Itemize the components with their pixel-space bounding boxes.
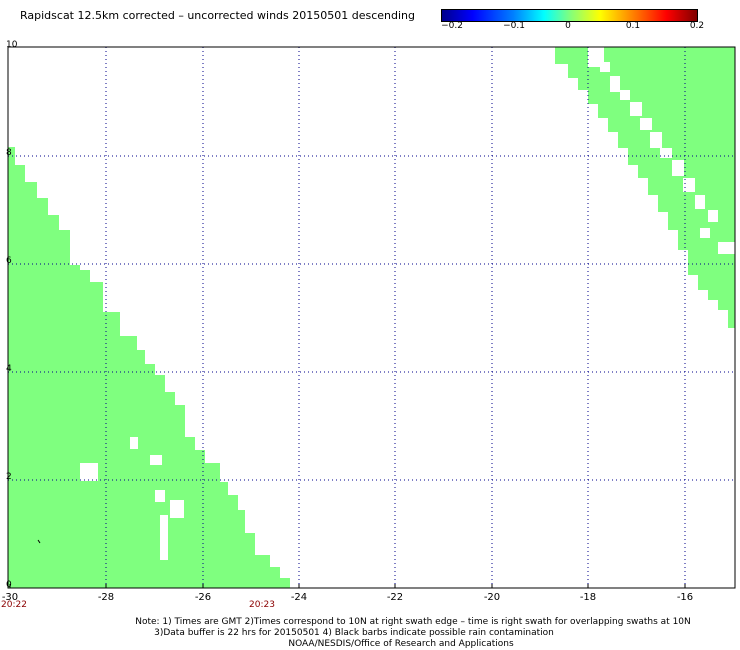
y-tick-label: 4: [6, 364, 12, 374]
swath-gap: [170, 500, 184, 518]
rain-barb: [37, 539, 41, 544]
colorbar-label-max: 0.2: [689, 21, 705, 31]
y-tick-label: 2: [6, 472, 12, 482]
swath-gap: [630, 102, 642, 116]
colorbar-label-zero: 0: [565, 21, 571, 31]
right-swath: [555, 47, 735, 328]
x-tick-label: -30: [1, 592, 19, 603]
x-tick-label: -16: [676, 592, 694, 603]
swath-gap: [620, 90, 630, 100]
pass-time-label: 20:23: [249, 600, 275, 610]
swath-gap: [660, 148, 672, 158]
y-tick-label: 6: [6, 256, 12, 266]
map-title: Rapidscat 12.5km corrected – uncorrected…: [20, 9, 416, 22]
wind-swaths: [8, 47, 735, 588]
colorbar-label-pos: 0.1: [625, 21, 641, 31]
swath-gap: [80, 463, 98, 481]
swath-gap: [610, 76, 620, 92]
swath-gap: [718, 242, 735, 254]
colorbar-label-min: −0.2: [441, 21, 463, 31]
credit-line: NOAA/NESDIS/Office of Research and Appli…: [288, 639, 514, 649]
swath-gap: [640, 118, 652, 130]
left-swath: [8, 147, 290, 588]
swath-gap: [672, 160, 684, 176]
note-line-1: Note: 1) Times are GMT 2)Times correspon…: [135, 617, 691, 627]
colorbar: [441, 9, 698, 22]
y-tick-label: 10: [6, 40, 18, 50]
swath-gap: [700, 228, 710, 238]
x-tick-label: -18: [579, 592, 597, 603]
swath-gap: [160, 515, 168, 560]
swath-gap: [650, 132, 662, 148]
note-line-2: 3)Data buffer is 22 hrs for 20150501 4) …: [154, 628, 554, 638]
x-tick-label: -26: [194, 592, 212, 603]
swath-gap: [150, 455, 162, 465]
swath-gap: [708, 210, 718, 222]
swath-gap: [683, 178, 695, 192]
pass-time-label: 20:22: [1, 600, 27, 610]
swath-gap: [600, 62, 610, 72]
map-frame: [7, 46, 736, 589]
y-tick-label: 8: [6, 148, 12, 158]
map-grid: [8, 47, 735, 588]
x-tick-label: -22: [386, 592, 404, 603]
swath-gap: [130, 437, 138, 449]
colorbar-label-neg: −0.1: [503, 21, 525, 31]
x-tick-label: -24: [290, 592, 308, 603]
x-tick-label: -20: [483, 592, 501, 603]
swath-gap: [695, 195, 705, 209]
x-tick-label: -28: [97, 592, 115, 603]
swath-gap: [155, 490, 165, 502]
y-tick-label: 0: [6, 580, 12, 590]
